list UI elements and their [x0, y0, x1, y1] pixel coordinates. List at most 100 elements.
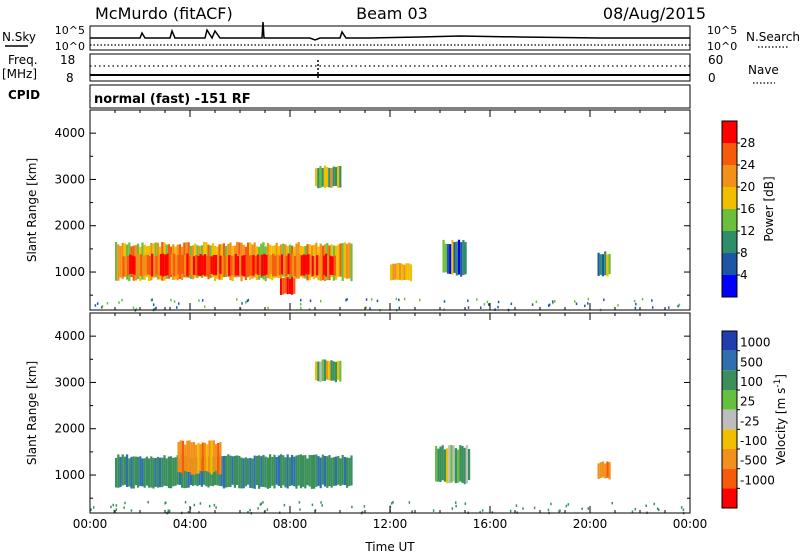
data-cell — [651, 306, 654, 309]
data-cell — [193, 503, 196, 507]
scatter-region — [177, 440, 222, 475]
data-cell — [261, 254, 264, 277]
data-cell — [335, 245, 338, 280]
data-cell — [121, 298, 123, 302]
data-cell — [305, 254, 308, 275]
data-cell — [337, 360, 340, 380]
data-cell — [343, 456, 346, 486]
data-cell — [565, 504, 568, 508]
data-cell — [187, 510, 190, 514]
data-cell — [115, 508, 118, 511]
data-cell — [461, 445, 464, 483]
noise-tick-top-left: 10^5 — [55, 24, 85, 37]
data-cell — [324, 455, 327, 487]
data-cell — [287, 253, 290, 275]
power-colorbar: 4 8 12 16 20 24 28 Power [dB] — [721, 120, 776, 298]
data-cell — [581, 507, 583, 510]
data-cell — [550, 502, 552, 506]
data-cell — [328, 167, 331, 188]
data-cell — [300, 306, 302, 310]
data-cell — [437, 448, 440, 482]
data-cell — [245, 256, 248, 275]
colorbar-swatch — [722, 449, 737, 469]
data-cell — [601, 461, 605, 478]
data-cell — [276, 255, 279, 275]
data-cell — [140, 254, 143, 276]
data-cell — [175, 255, 178, 276]
data-cell — [249, 508, 251, 512]
data-cell — [266, 508, 269, 511]
y-tick-label: 4000 — [54, 126, 85, 140]
colorbar-label: Velocity [m s-1] — [773, 374, 788, 465]
x-tick-label: 12:00 — [373, 517, 408, 531]
data-cell — [129, 254, 132, 274]
data-cell — [201, 299, 204, 302]
data-cell — [553, 300, 556, 303]
data-cell — [443, 300, 446, 303]
data-cell — [328, 361, 331, 381]
data-cell — [188, 256, 191, 276]
data-cell — [184, 500, 187, 504]
data-cell — [217, 442, 220, 475]
colorbar-tick-label: 1000 — [740, 336, 771, 350]
data-cell — [476, 298, 478, 301]
beam-title: Beam 03 — [356, 4, 428, 23]
data-cell — [376, 299, 379, 303]
data-cell — [201, 255, 204, 275]
data-cell — [239, 254, 242, 276]
data-cell — [263, 253, 266, 276]
data-cell — [408, 501, 411, 504]
data-cell — [157, 255, 160, 276]
data-cell — [587, 297, 590, 301]
data-cell — [179, 255, 182, 275]
data-cell — [407, 263, 410, 281]
data-cell — [299, 303, 302, 306]
data-cell — [214, 444, 218, 471]
data-cell — [200, 458, 203, 487]
data-cell — [339, 360, 342, 382]
data-cell — [403, 297, 406, 301]
data-cell — [225, 256, 229, 274]
data-cell — [179, 440, 182, 473]
data-cell — [208, 504, 211, 508]
data-cell — [395, 297, 398, 301]
data-cell — [159, 457, 162, 488]
data-cell — [123, 456, 126, 485]
data-cell — [321, 167, 324, 187]
data-cell — [317, 168, 320, 189]
y-tick-label: 2000 — [54, 219, 85, 233]
data-cell — [435, 445, 438, 482]
data-cell — [446, 448, 449, 484]
data-cell — [183, 456, 186, 489]
data-cell — [656, 507, 659, 510]
x-tick-label: 16:00 — [473, 517, 508, 531]
data-cell — [323, 359, 326, 381]
data-cell — [515, 504, 518, 507]
nsky-label: N.Sky — [2, 30, 36, 44]
data-cell — [641, 297, 644, 301]
colorbar-tick-label: 8 — [740, 246, 748, 260]
data-cell — [634, 306, 637, 310]
y-tick-label: 4000 — [54, 329, 85, 343]
data-cell — [119, 246, 122, 278]
data-cell — [604, 251, 607, 276]
data-cell — [601, 254, 605, 277]
data-cell — [121, 454, 124, 486]
data-cell — [252, 254, 255, 276]
data-cell — [205, 456, 208, 487]
scatter-region — [390, 262, 412, 282]
data-cell — [115, 504, 118, 507]
data-cell — [243, 255, 246, 277]
data-cell — [228, 255, 231, 277]
colorbar-tick-label: 4 — [740, 268, 748, 282]
data-cell — [405, 263, 408, 280]
data-cell — [165, 501, 167, 504]
data-cell — [267, 254, 270, 277]
data-cell — [244, 301, 247, 304]
data-cell — [334, 361, 337, 383]
data-cell — [315, 168, 318, 187]
scatter-region — [315, 165, 342, 189]
data-cell — [110, 505, 112, 509]
data-cell — [177, 254, 180, 275]
data-cell — [449, 244, 452, 274]
